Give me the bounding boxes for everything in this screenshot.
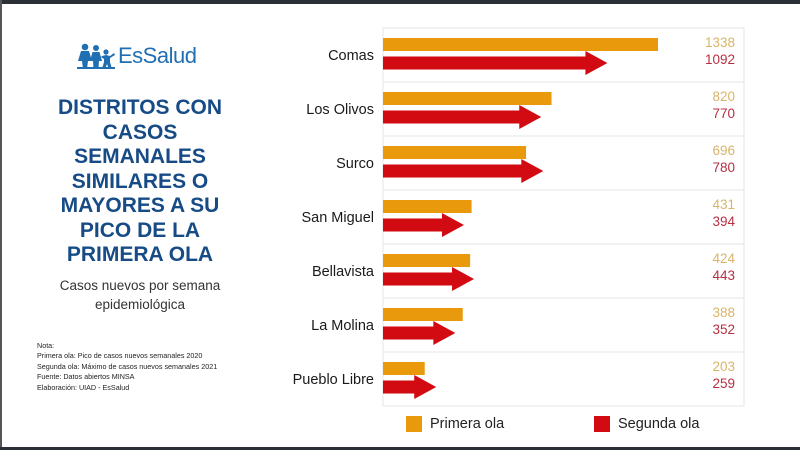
value-label-primera-ola: 388: [712, 305, 735, 320]
legend-swatch-segunda-ola: [594, 416, 610, 432]
subtitle-line: Casos nuevos por semana: [59, 278, 221, 293]
note-line: Segunda ola: Máximo de casos nuevos sema…: [37, 361, 218, 371]
value-label-segunda-ola: 394: [712, 214, 735, 229]
arrow-segunda-ola: [383, 51, 608, 75]
bottom-bar: [0, 447, 800, 450]
title-line: MAYORES A SU: [60, 194, 220, 217]
legend-swatch-primera-ola: [406, 416, 422, 432]
arrow-segunda-ola: [383, 105, 542, 129]
page-title: DISTRITOS CON CASOS SEMANALES SIMILARES …: [20, 96, 260, 268]
bar-primera-ola: [383, 146, 527, 159]
family-icon: [77, 43, 115, 69]
category-label: San Miguel: [301, 210, 374, 226]
title-line: SIMILARES O: [71, 169, 209, 193]
title-line: PICO DE LA: [79, 218, 201, 242]
value-label-segunda-ola: 259: [712, 376, 735, 391]
category-label: Surco: [336, 156, 374, 172]
arrow-segunda-ola: [383, 321, 456, 345]
bar-primera-ola: [383, 200, 472, 213]
title-line: SEMANALES: [74, 145, 206, 168]
bar-primera-ola: [383, 362, 425, 375]
category-label: Bellavista: [312, 264, 375, 280]
arrow-segunda-ola: [383, 213, 464, 237]
value-label-primera-ola: 424: [712, 251, 735, 266]
bar-primera-ola: [383, 92, 552, 105]
legend-label: Segunda ola: [618, 416, 700, 432]
legend-label: Primera ola: [430, 416, 505, 432]
essalud-logo: EsSalud: [77, 40, 197, 72]
note-line: Nota:: [37, 341, 55, 350]
arrow-segunda-ola: [383, 267, 475, 291]
arrow-segunda-ola: [383, 159, 544, 183]
title-line: CASOS: [102, 120, 178, 144]
note-line: Elaboración: UIAD - EsSalud: [37, 382, 130, 392]
logo-text: EsSalud: [118, 43, 197, 68]
category-label: Los Olivos: [306, 102, 374, 118]
title-line: DISTRITOS CON: [57, 96, 223, 119]
subtitle-line: epidemiológica: [94, 297, 186, 312]
legend-item-primera-ola: Primera ola: [406, 414, 504, 434]
title-line: PRIMERA OLA: [66, 243, 214, 266]
note-line: Primera ola: Pico de casos nuevos semana…: [37, 351, 203, 361]
bar-primera-ola: [383, 38, 658, 51]
value-label-primera-ola: 431: [712, 197, 735, 212]
category-label: Pueblo Libre: [293, 372, 374, 388]
value-label-segunda-ola: 770: [712, 106, 735, 121]
value-label-segunda-ola: 1092: [705, 52, 735, 67]
value-label-primera-ola: 1338: [705, 35, 735, 50]
note-line: Fuente: Datos abiertos MINSA: [37, 372, 135, 382]
arrow-segunda-ola: [383, 375, 437, 399]
value-label-segunda-ola: 780: [712, 160, 735, 175]
category-label: La Molina: [311, 318, 375, 334]
chart-frame: [382, 27, 745, 407]
bar-primera-ola: [383, 308, 463, 321]
value-label-segunda-ola: 352: [712, 322, 735, 337]
category-label: Comas: [328, 48, 374, 64]
value-label-segunda-ola: 443: [712, 268, 735, 283]
legend-item-segunda-ola: Segunda ola: [594, 414, 699, 434]
subtitle: Casos nuevos por semana epidemiológica: [20, 276, 260, 314]
value-label-primera-ola: 820: [712, 89, 735, 104]
left-edge: [0, 0, 2, 450]
top-bar: [0, 0, 800, 4]
value-label-primera-ola: 696: [712, 143, 735, 158]
bar-primera-ola: [383, 254, 471, 267]
notes: Nota: Primera ola: Pico de casos nuevos …: [37, 341, 217, 393]
value-label-primera-ola: 203: [712, 359, 735, 374]
